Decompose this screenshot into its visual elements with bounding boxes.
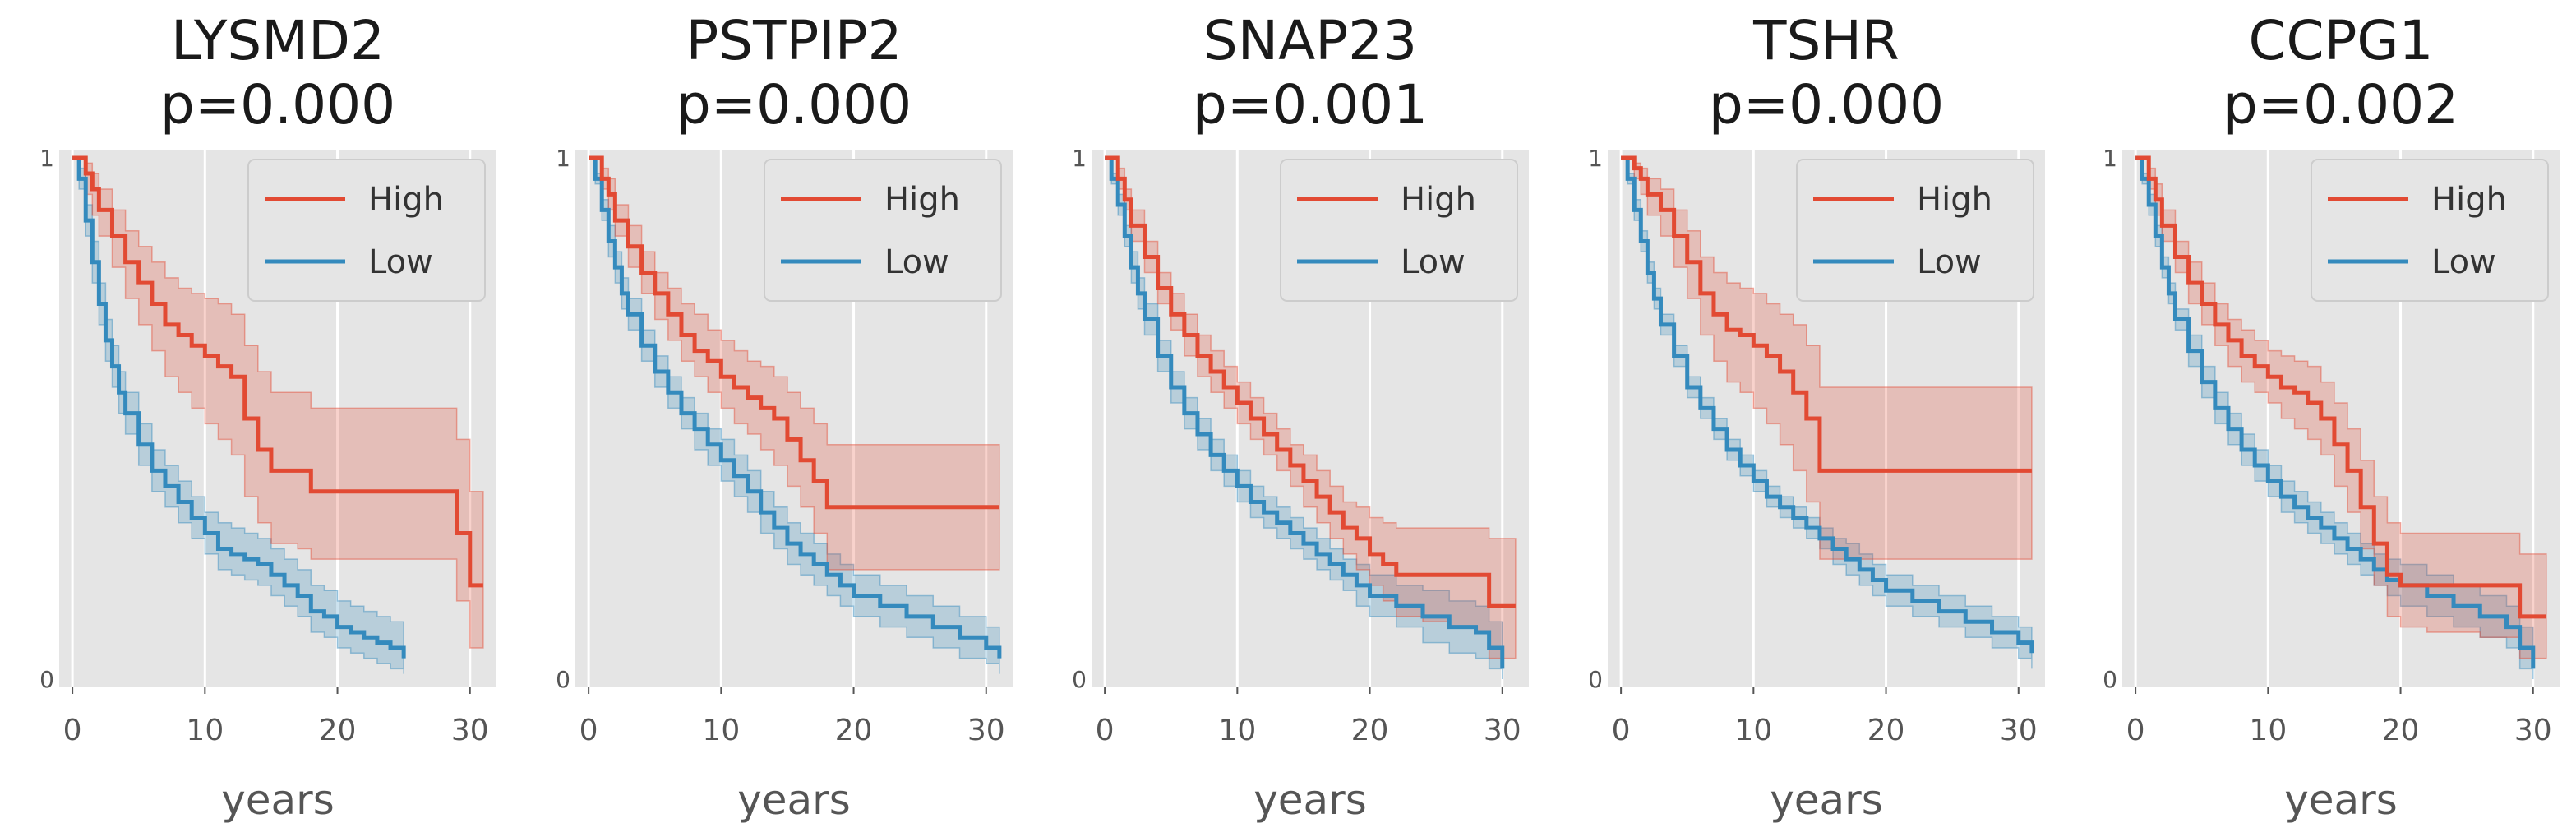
legend-box	[1280, 159, 1518, 302]
chart-subtitle: p=0.001	[1193, 73, 1428, 136]
legend-label-low: Low	[884, 243, 949, 281]
y-tick-label-1: 1	[2103, 145, 2117, 172]
legend: High Low	[2311, 159, 2549, 302]
survival-line-high	[72, 155, 483, 588]
x-tick-label-10: 10	[702, 714, 740, 747]
x-axis-label: years	[1253, 776, 1367, 824]
legend: High Low	[247, 159, 486, 302]
y-tick-label-0: 0	[1588, 666, 1603, 693]
legend-box	[1796, 159, 2034, 302]
x-tick-label-0: 0	[1612, 714, 1631, 747]
legend-label-low: Low	[2431, 243, 2496, 281]
legend-label-high: High	[1917, 181, 1992, 219]
chart-subtitle: p=0.000	[160, 73, 395, 136]
y-tick-label-1: 1	[1588, 145, 1603, 172]
survival-line-high	[589, 155, 999, 510]
survival-line-high	[1105, 155, 1516, 608]
chart-title: CCPG1	[2248, 9, 2433, 72]
legend: High Low	[764, 159, 1002, 302]
legend-box	[764, 159, 1002, 302]
survival-line-high	[1621, 155, 2032, 473]
x-tick-label-10: 10	[1734, 714, 1772, 747]
chart-title: TSHR	[1752, 9, 1900, 72]
y-tick-label-0: 0	[556, 666, 570, 693]
x-tick-label-0: 0	[63, 714, 82, 747]
x-axis-label: years	[737, 776, 851, 824]
chart-title: PSTPIP2	[686, 9, 902, 72]
x-tick-label-20: 20	[1867, 714, 1905, 747]
x-tick-label-30: 30	[967, 714, 1005, 747]
ci-band-high	[589, 157, 1000, 571]
x-axis-label: years	[221, 776, 335, 824]
x-tick-label-0: 0	[579, 714, 598, 747]
legend-box	[247, 159, 486, 302]
x-tick-label-10: 10	[1218, 714, 1256, 747]
chart-title: LYSMD2	[171, 9, 385, 72]
legend-label-high: High	[2431, 181, 2507, 219]
legend: High Low	[1280, 159, 1518, 302]
survival-line-low	[72, 155, 406, 659]
ci-band-high	[1621, 157, 2033, 560]
x-tick-label-30: 30	[451, 714, 489, 747]
survival-line-low	[589, 155, 1002, 659]
y-tick-label-0: 0	[2103, 666, 2117, 693]
legend-label-high: High	[1401, 181, 1476, 219]
y-tick-label-1: 1	[1072, 145, 1087, 172]
legend-label-high: High	[884, 181, 960, 219]
survival-line-low	[1621, 155, 2034, 654]
x-tick-label-20: 20	[2382, 714, 2420, 747]
chart-subtitle: p=0.002	[2223, 73, 2458, 136]
legend-label-high: High	[368, 181, 444, 219]
ci-band-high	[72, 157, 484, 649]
survival-line-low	[2135, 155, 2536, 669]
legend-label-low: Low	[1401, 243, 1466, 281]
y-tick-label-1: 1	[39, 145, 54, 172]
x-tick-label-0: 0	[1096, 714, 1115, 747]
x-tick-label-30: 30	[2000, 714, 2038, 747]
y-tick-label-1: 1	[556, 145, 570, 172]
x-tick-label-30: 30	[1484, 714, 1521, 747]
x-axis-label: years	[2284, 776, 2398, 824]
survival-line-high	[2135, 155, 2546, 619]
chart-title: SNAP23	[1203, 9, 1417, 72]
chart-subtitle: p=0.000	[676, 73, 912, 136]
x-axis-label: years	[1770, 776, 1883, 824]
ci-band-high	[1105, 157, 1517, 659]
x-tick-label-0: 0	[2126, 714, 2145, 747]
legend-label-low: Low	[1917, 243, 1982, 281]
survival-line-low	[1105, 155, 1505, 669]
x-tick-label-20: 20	[835, 714, 873, 747]
x-tick-label-20: 20	[1351, 714, 1389, 747]
y-tick-label-0: 0	[39, 666, 54, 693]
x-tick-label-10: 10	[2249, 714, 2287, 747]
legend: High Low	[1796, 159, 2034, 302]
x-tick-label-10: 10	[186, 714, 224, 747]
legend-label-low: Low	[368, 243, 433, 281]
x-tick-label-30: 30	[2514, 714, 2552, 747]
legend-box	[2311, 159, 2549, 302]
x-tick-label-20: 20	[319, 714, 357, 747]
y-tick-label-0: 0	[1072, 666, 1087, 693]
chart-subtitle: p=0.000	[1709, 73, 1944, 136]
